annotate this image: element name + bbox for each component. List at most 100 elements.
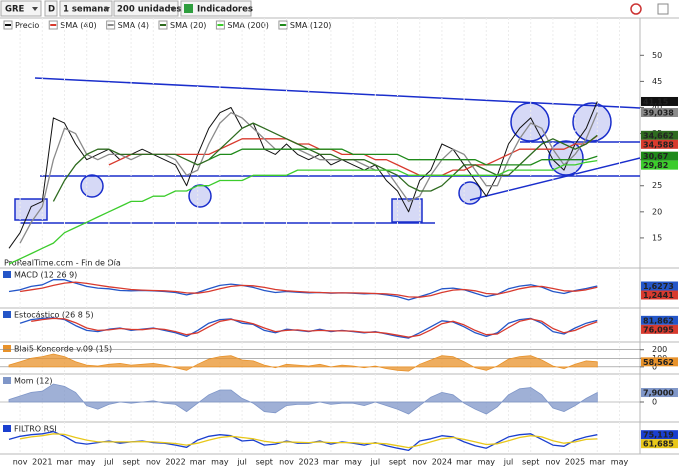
value-tag xyxy=(641,430,678,440)
value-tag xyxy=(641,439,678,449)
legend-label: Precio xyxy=(15,21,39,30)
x-tick-label: sept xyxy=(256,458,273,467)
line xyxy=(31,317,598,338)
x-tick-label: nov xyxy=(412,458,427,467)
highlight-box xyxy=(391,198,423,223)
panel-title: Mom (12) xyxy=(14,377,53,386)
x-tick-label: may xyxy=(344,458,362,467)
indicators[interactable]: Indicadores xyxy=(197,5,253,15)
value-label: 34,588 xyxy=(643,140,674,149)
x-tick-label: mar xyxy=(323,458,340,467)
x-tick-label: 2024 xyxy=(432,458,452,467)
panel-icon xyxy=(3,311,11,318)
value-tag xyxy=(641,281,678,291)
settings-icon[interactable] xyxy=(657,3,669,15)
period-box[interactable] xyxy=(59,0,113,17)
line xyxy=(52,122,598,202)
value-tag xyxy=(641,96,678,106)
x-tick-label: may xyxy=(78,458,96,467)
value-label: 1,2441 xyxy=(643,291,674,300)
mode[interactable]: D xyxy=(48,5,55,15)
y-tick-label: 0 xyxy=(652,398,657,407)
line xyxy=(19,433,598,449)
x-tick-label: sept xyxy=(522,458,539,467)
legend-label: SMA (40) xyxy=(60,21,96,30)
legend-label: SMA (120) xyxy=(290,21,332,30)
value-tag xyxy=(641,290,678,300)
y-tick-label: 20 xyxy=(652,207,662,216)
x-tick-label: nov xyxy=(13,458,28,467)
value-label: 1,6273 xyxy=(643,282,674,291)
toolbar: GRE D 1 semana 200 unidades Indicadores xyxy=(0,0,669,17)
highlight-circle xyxy=(188,184,212,208)
dropdown-arrow[interactable] xyxy=(32,7,38,11)
dropdown-arrow[interactable] xyxy=(104,7,110,11)
highlight-circle xyxy=(458,181,482,205)
units-box[interactable] xyxy=(113,0,179,17)
legend-label: SMA (4) xyxy=(118,21,149,30)
line xyxy=(8,159,598,265)
y-tick-label: 0 xyxy=(652,362,657,371)
panel-title: Estocástico (26 8 5) xyxy=(14,311,94,320)
symbol-box[interactable] xyxy=(0,0,42,17)
line xyxy=(19,112,598,244)
area xyxy=(8,383,598,415)
line xyxy=(8,101,598,249)
value-label: 30,67 xyxy=(643,152,668,161)
panel-icon xyxy=(3,425,11,432)
x-tick-label: nov xyxy=(279,458,294,467)
dropdown-arrow[interactable] xyxy=(170,7,176,11)
y-tick-label: 200 xyxy=(652,345,667,354)
panel-icon xyxy=(3,377,11,384)
x-tick-label: jul xyxy=(503,458,514,467)
highlight-circle xyxy=(572,102,612,142)
y-tick-label: 15 xyxy=(652,233,662,242)
x-tick-label: may xyxy=(611,458,629,467)
value-tag xyxy=(641,315,678,325)
value-label: 58,562 xyxy=(643,358,674,367)
x-tick-label: may xyxy=(478,458,496,467)
x-tick-label: nov xyxy=(146,458,161,467)
value-label: 29,82 xyxy=(643,161,668,170)
x-tick-label: 2022 xyxy=(165,458,185,467)
x-tick-label: sept xyxy=(389,458,406,467)
value-label: 34,662 xyxy=(643,131,674,140)
line xyxy=(20,281,598,298)
x-tick-label: 2023 xyxy=(299,458,319,467)
highlight-circle xyxy=(80,174,104,198)
refresh-icon[interactable] xyxy=(630,3,642,15)
panel-icon xyxy=(3,271,11,278)
area xyxy=(8,353,598,372)
x-tick-label: jul xyxy=(236,458,247,467)
value-label: 39,038 xyxy=(643,108,674,117)
y-tick-label: 45 xyxy=(652,77,662,86)
value-tag xyxy=(641,160,678,170)
x-tick-label: mar xyxy=(456,458,473,467)
period[interactable]: 1 semana xyxy=(63,5,109,15)
legend-label: SMA (200) xyxy=(227,21,269,30)
value-tag xyxy=(641,130,678,140)
value-label: 81,862 xyxy=(643,316,674,325)
x-tick-label: sept xyxy=(122,458,139,467)
x-tick-label: mar xyxy=(190,458,207,467)
source-note: ProRealTime.com - Fin de Día xyxy=(4,259,121,268)
units[interactable]: 200 unidades xyxy=(117,5,181,15)
highlight-circle xyxy=(510,102,550,142)
panel-title: Blai5 Koncorde v.09 (15) xyxy=(14,345,112,354)
value-tag xyxy=(641,139,678,149)
mode-box[interactable] xyxy=(44,0,58,17)
symbol[interactable]: GRE xyxy=(5,5,25,15)
x-tick-label: 2021 xyxy=(32,458,52,467)
x-tick-label: 2025 xyxy=(565,458,585,467)
x-tick-label: nov xyxy=(546,458,561,467)
indicators-icon[interactable] xyxy=(184,4,193,13)
panel-title: MACD (12 26 9) xyxy=(14,271,77,280)
panel-title: FILTRO RSI xyxy=(14,425,57,434)
indicators-box[interactable] xyxy=(180,0,252,17)
value-tag xyxy=(641,388,678,398)
y-tick-label: 50 xyxy=(652,51,662,60)
value-label: 75,119 xyxy=(643,431,674,440)
